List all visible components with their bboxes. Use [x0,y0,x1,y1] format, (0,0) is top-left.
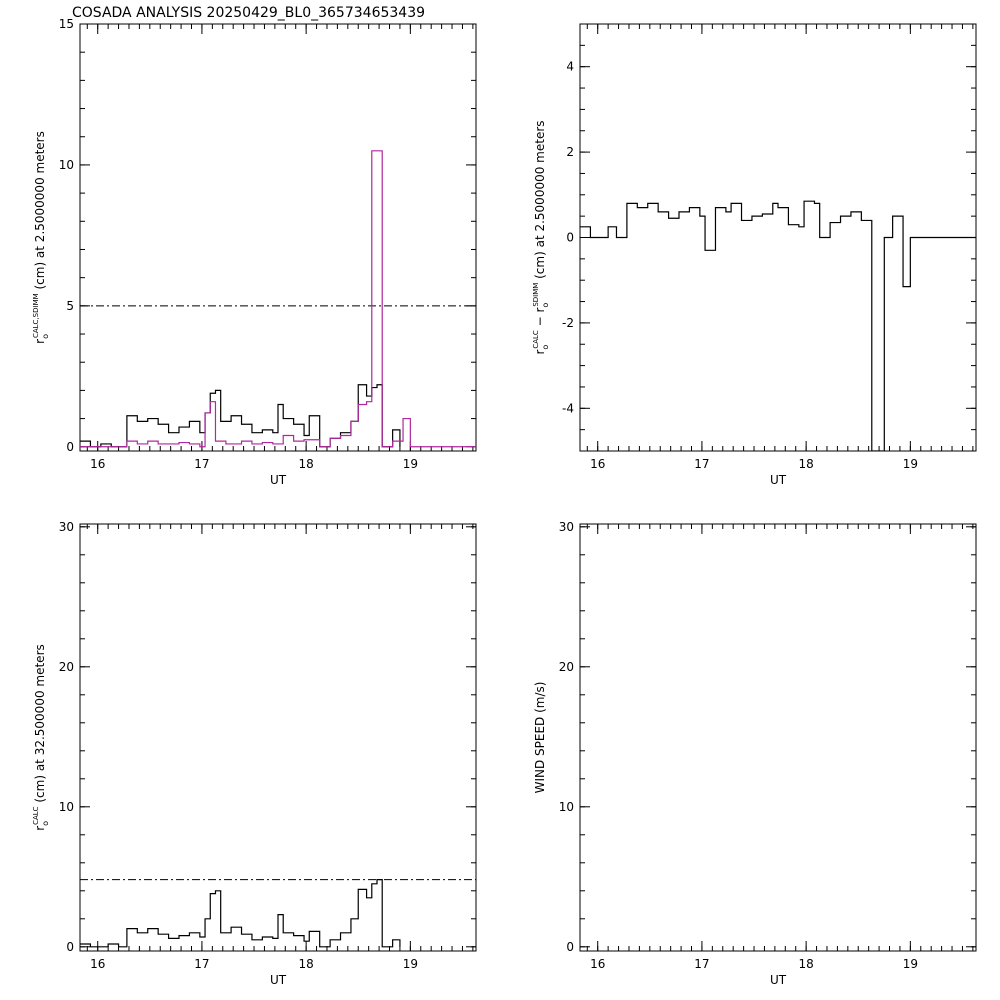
y-label-part: o [541,345,550,350]
y-tick-label: 5 [66,299,74,313]
panel: 16 17 18 19 0 10 20 30 UT roCALC (cm) at 32.50000… [32,520,477,987]
plot-frame [79,523,477,952]
y-axis-label: roCALC,SDIMM (cm) at 2.5000000 meters [32,131,50,344]
x-tick-label: 18 [798,457,813,471]
x-axis-label: UT [270,973,287,987]
x-tick-label: 16 [90,957,105,971]
y-label-part: (cm) at 2.5000000 meters [33,131,47,293]
data-line [80,150,476,448]
y-tick-label: 20 [559,660,574,674]
y-label-part: o [41,821,50,826]
x-tick-label: 19 [403,457,418,471]
y-label-part: SDIMM [532,283,540,307]
x-axis-label: UT [770,473,787,487]
y-label-part: o [41,334,50,339]
x-tick-label: 18 [298,957,313,971]
x-tick-label: 19 [403,957,418,971]
y-label-part: r [33,339,47,344]
y-tick-label: 0 [66,940,74,954]
x-tick-label: 18 [298,457,313,471]
x-tick-label: 17 [194,957,209,971]
y-tick-label: 2 [566,145,574,159]
y-axis-label: WIND SPEED (m/s) [533,682,547,794]
y-tick-label: 10 [559,800,574,814]
y-label-part: CALC,SDIMM [32,293,40,338]
plot-frame [79,23,477,452]
y-label-part: WIND SPEED (m/s) [533,682,547,794]
y-axis-label: roCALC (cm) at 32.500000 meters [32,644,50,831]
y-tick-label: 30 [559,520,574,534]
y-tick-label: 10 [59,800,74,814]
x-tick-label: 17 [694,957,709,971]
x-tick-label: 16 [590,957,605,971]
y-label-part: CALC [32,806,40,825]
y-tick-label: -2 [562,316,574,330]
x-tick-label: 16 [90,457,105,471]
data-line [80,384,401,448]
y-label-part: − r [533,308,547,331]
panel: 16 17 18 19 0 5 10 15 UT roCALC,SDIMM (cm) at 2.5… [32,17,477,487]
x-axis-label: UT [770,973,787,987]
y-tick-label: 10 [59,158,74,172]
y-tick-label: 0 [566,231,574,245]
y-label-part: CALC [532,330,540,349]
y-tick-label: -4 [562,401,574,415]
y-axis-label: roCALC − roSDIMM (cm) at 2.5000000 meter… [532,120,550,354]
figure-title: COSADA ANALYSIS 20250429_BL0_36573465343… [72,5,425,21]
x-tick-label: 16 [590,457,605,471]
y-label-part: (cm) at 2.5000000 meters [533,120,547,282]
x-tick-label: 17 [694,457,709,471]
data-line [80,879,401,948]
x-tick-label: 18 [798,957,813,971]
plot-frame [579,523,977,952]
x-tick-label: 19 [903,457,918,471]
y-label-part: o [541,303,550,308]
y-label-part: (cm) at 32.500000 meters [33,644,47,806]
data-line [580,200,976,451]
y-tick-label: 15 [59,17,74,31]
y-tick-label: 0 [566,940,574,954]
y-label-part: r [533,350,547,355]
panel: 16 17 18 19 0 10 20 30 UT WIND SPEED (m/s) [533,520,977,987]
x-axis-label: UT [270,473,287,487]
x-tick-label: 17 [194,457,209,471]
y-tick-label: 0 [66,440,74,454]
x-tick-label: 19 [903,957,918,971]
y-tick-label: 20 [59,660,74,674]
y-tick-label: 4 [566,60,574,74]
y-tick-label: 30 [59,520,74,534]
y-label-part: r [33,826,47,831]
